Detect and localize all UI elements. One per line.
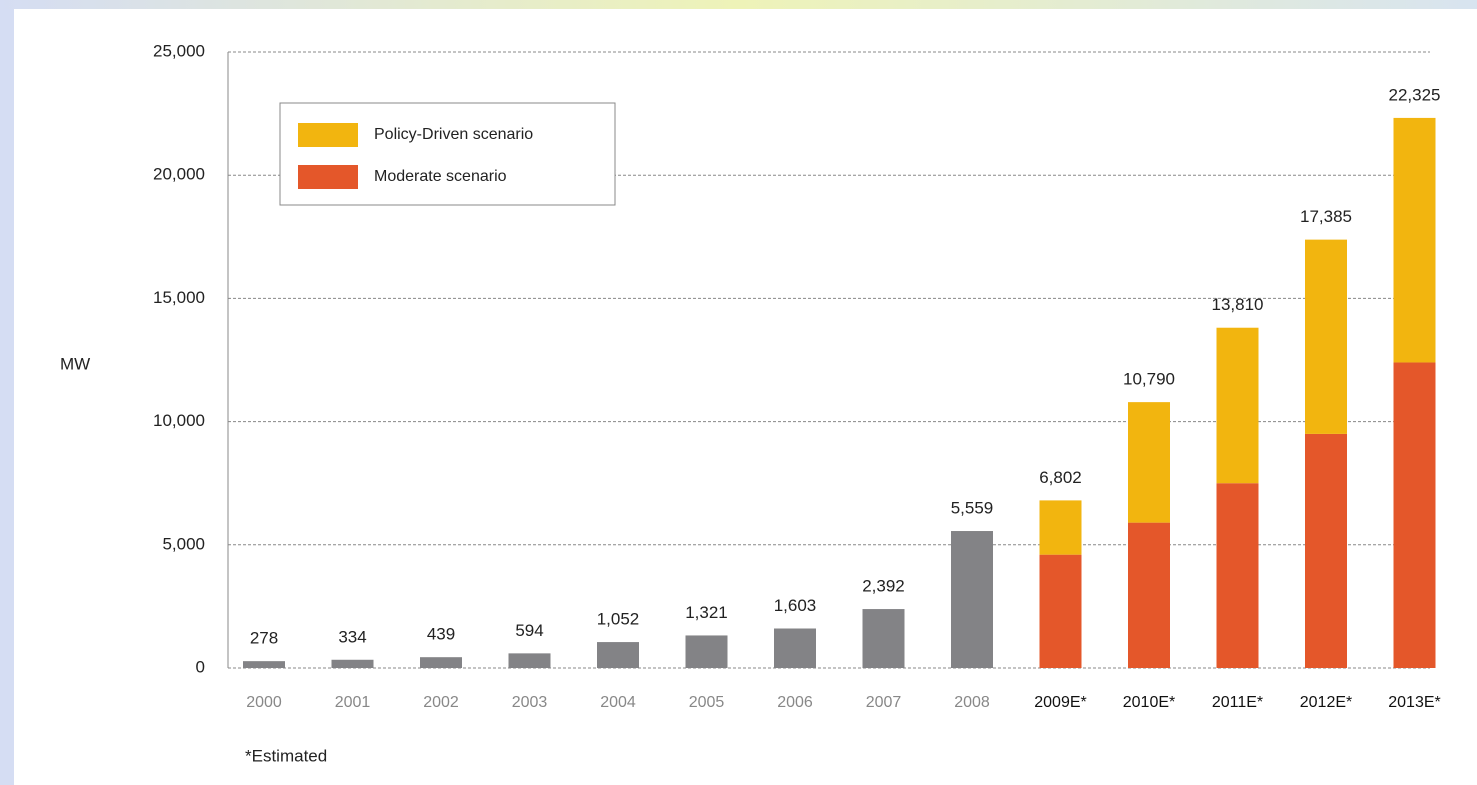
y-tick-label: 20,000	[153, 165, 205, 184]
data-label: 5,559	[951, 499, 994, 518]
bar	[951, 531, 993, 668]
legend-label: Policy-Driven scenario	[374, 126, 533, 143]
bar	[331, 659, 374, 668]
bar	[597, 642, 639, 668]
bar	[420, 657, 462, 668]
x-tick-label: 2000	[246, 694, 282, 711]
total-label: 10,790	[1123, 370, 1175, 389]
total-label: 17,385	[1300, 207, 1352, 226]
y-tick-label: 5,000	[162, 534, 205, 553]
bar	[508, 653, 551, 668]
x-tick-label: 2003	[512, 694, 548, 711]
x-tick-label: 2006	[777, 694, 813, 711]
x-tick-label: 2002	[423, 694, 459, 711]
y-axis-label: MW	[60, 354, 90, 373]
bar	[1305, 239, 1347, 434]
total-label: 13,810	[1212, 295, 1264, 314]
frame	[0, 0, 1477, 9]
bar	[1128, 402, 1170, 523]
bar	[243, 661, 285, 668]
data-label: 1,321	[685, 603, 728, 622]
x-tick-label: 2013E*	[1388, 694, 1441, 711]
data-label: 594	[515, 621, 543, 640]
x-tick-label: 2012E*	[1300, 694, 1353, 711]
data-label: 1,603	[774, 596, 817, 615]
bar	[1039, 500, 1082, 555]
legend-box	[279, 102, 616, 206]
total-label: 22,325	[1389, 85, 1441, 104]
frame	[0, 0, 14, 785]
bar	[1128, 522, 1170, 668]
x-tick-label: 2004	[600, 694, 636, 711]
y-tick-label: 15,000	[153, 288, 205, 307]
total-label: 6,802	[1039, 468, 1082, 487]
x-tick-label: 2009E*	[1034, 694, 1087, 711]
bar	[1216, 327, 1259, 484]
x-tick-label: 2008	[954, 694, 990, 711]
bar	[774, 628, 816, 668]
bar	[1305, 433, 1347, 668]
data-label: 2,392	[862, 577, 905, 596]
bar	[1216, 483, 1259, 668]
y-tick-label: 10,000	[153, 411, 205, 430]
bar	[862, 609, 905, 668]
legend-swatch	[298, 123, 358, 147]
legend-swatch	[298, 165, 358, 189]
bar	[1393, 362, 1436, 668]
x-tick-label: 2010E*	[1123, 694, 1176, 711]
x-tick-label: 2007	[866, 694, 902, 711]
x-tick-label: 2011E*	[1212, 694, 1263, 711]
y-tick-label: 0	[196, 657, 205, 676]
x-tick-label: 2001	[335, 694, 371, 711]
footnote: *Estimated	[245, 746, 327, 765]
data-label: 1,052	[597, 610, 640, 629]
bar	[685, 635, 728, 668]
y-tick-label: 25,000	[153, 41, 205, 60]
data-label: 278	[250, 629, 278, 648]
data-label: 439	[427, 625, 455, 644]
legend-label: Moderate scenario	[374, 168, 507, 185]
bar	[1039, 554, 1082, 668]
data-label: 334	[338, 627, 366, 646]
x-tick-label: 2005	[689, 694, 725, 711]
bar	[1393, 117, 1436, 363]
